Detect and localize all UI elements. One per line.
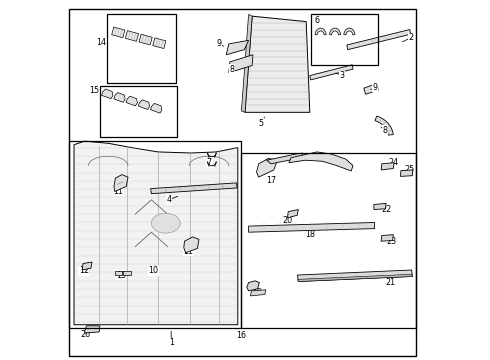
Bar [69,141,241,328]
Text: 8: 8 [382,126,387,135]
Text: 11: 11 [183,247,193,256]
Text: 24: 24 [388,158,398,167]
Text: 4: 4 [167,195,172,204]
Text: 18: 18 [306,230,316,239]
Polygon shape [242,14,252,112]
Bar [107,14,176,83]
Polygon shape [114,93,125,102]
Polygon shape [245,16,310,112]
Polygon shape [288,210,298,218]
Polygon shape [126,96,137,106]
Text: 17: 17 [266,176,276,185]
Text: 9: 9 [217,40,221,49]
Polygon shape [151,183,237,194]
Text: 10: 10 [148,266,158,275]
Text: 19: 19 [252,288,263,297]
Polygon shape [310,65,353,80]
Polygon shape [375,116,393,135]
Polygon shape [123,271,130,275]
Polygon shape [153,38,166,49]
Polygon shape [247,281,259,291]
Polygon shape [112,27,125,38]
Polygon shape [226,40,248,55]
Polygon shape [297,270,413,282]
Polygon shape [150,103,162,113]
Polygon shape [229,55,253,73]
Bar [242,153,416,328]
Polygon shape [267,153,303,164]
Polygon shape [138,100,149,109]
Text: 2: 2 [408,33,413,42]
Polygon shape [250,290,266,296]
Text: 26: 26 [81,330,91,338]
Ellipse shape [151,213,180,233]
Text: 6: 6 [315,16,319,25]
Polygon shape [289,152,353,171]
Polygon shape [114,175,128,192]
Polygon shape [347,30,411,50]
Polygon shape [381,235,393,241]
Polygon shape [381,163,394,170]
Text: 16: 16 [236,331,246,340]
Polygon shape [248,222,374,232]
Polygon shape [315,28,326,35]
Text: 23: 23 [387,238,397,246]
Text: 12: 12 [79,266,89,275]
Polygon shape [125,31,139,41]
Text: 11: 11 [113,187,123,196]
Text: 7: 7 [206,158,212,167]
Text: 9: 9 [373,83,378,91]
Polygon shape [374,203,386,210]
Polygon shape [115,271,122,275]
Polygon shape [364,84,378,94]
Text: 25: 25 [405,165,415,174]
Bar [311,14,378,65]
Text: 22: 22 [381,205,391,214]
Polygon shape [101,89,113,99]
Polygon shape [139,34,152,45]
Text: 8: 8 [230,65,235,74]
Polygon shape [297,274,413,282]
Text: 13: 13 [116,271,126,280]
Polygon shape [344,28,355,35]
Polygon shape [184,237,199,253]
Text: 20: 20 [282,216,293,225]
Text: 3: 3 [340,71,344,80]
Text: 1: 1 [169,338,173,347]
Text: 15: 15 [90,86,99,95]
Text: 14: 14 [96,38,106,47]
Polygon shape [74,141,238,325]
Polygon shape [85,326,100,333]
Polygon shape [82,262,92,270]
Text: 5: 5 [259,118,264,127]
Polygon shape [400,170,413,176]
Polygon shape [257,158,277,177]
Bar [100,86,177,137]
Text: 21: 21 [386,278,396,287]
Polygon shape [329,28,341,35]
